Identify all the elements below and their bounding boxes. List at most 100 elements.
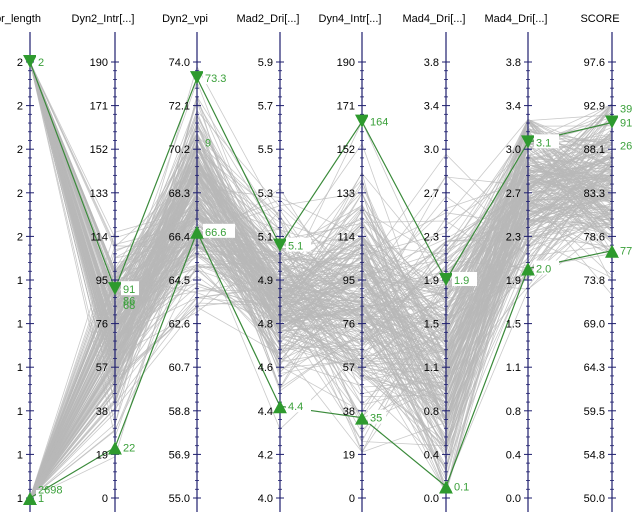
tick-label: 0.4: [424, 449, 439, 461]
tick-label: 0.4: [506, 449, 521, 461]
value-label: 9: [205, 137, 211, 149]
tick-label: 152: [90, 144, 108, 156]
filter-bottom-handle[interactable]: [108, 441, 122, 455]
tick-label: 83.3: [584, 188, 605, 200]
background-line: [29, 61, 613, 326]
filter-label-bg: [121, 439, 139, 454]
tick-label: 5.7: [258, 101, 273, 113]
tick-label: 58.8: [169, 406, 190, 418]
background-line: [29, 61, 613, 419]
filter-top-handle[interactable]: [23, 55, 37, 68]
filter-bottom-label: 4.4: [288, 401, 303, 413]
background-line: [29, 172, 613, 499]
highlighted-line: [29, 230, 613, 499]
tick-label: 190: [90, 57, 108, 69]
filter-top-label: 2: [38, 57, 44, 69]
filter-top-handle[interactable]: [273, 238, 287, 252]
tick-label: 95: [343, 275, 355, 287]
filter-label-bg: [534, 260, 559, 275]
tick-label: 1.5: [506, 319, 521, 331]
background-line: [29, 61, 613, 425]
tick-label: 2: [17, 144, 23, 156]
filter-bottom-handle[interactable]: [605, 244, 619, 258]
background-line: [29, 144, 613, 499]
highlighted-line: [29, 61, 613, 291]
tick-label: 55.0: [169, 493, 190, 505]
background-line: [29, 162, 613, 499]
axis-filters[interactable]: 21912273.366.65.14.4164351.90.13.12.0917…: [23, 54, 636, 505]
axis-title: Dyn2_vpi: [162, 13, 208, 25]
tick-label: 88.1: [584, 144, 605, 156]
filter-label-bg: [36, 54, 47, 68]
axis: Mad4_Dri[...] 3.8 3.4 3.0 2.7 2.3 1.9 1.5 1.1 0.8…: [403, 13, 465, 512]
value-label: 68: [123, 300, 135, 312]
tick-label: 0.0: [506, 493, 521, 505]
filter-top-handle[interactable]: [355, 114, 369, 128]
filter-label-bg: [121, 281, 139, 296]
axis-title: Dyn2_Intr[...]: [72, 13, 135, 25]
tick-label: 76: [96, 319, 108, 331]
filter-label-bg: [452, 272, 477, 286]
axis: or_length 2 2 2 2 2 1 1 1 1 1 1: [0, 13, 41, 512]
axis: Dyn2_vpi 74.0 72.1 70.2 68.3 66.4 64.5 62.6 60.7…: [162, 13, 208, 512]
tick-label: 171: [90, 101, 108, 113]
filter-top-handle[interactable]: [439, 273, 453, 286]
background-line: [29, 135, 613, 499]
filter-bottom-handle[interactable]: [23, 492, 37, 505]
filter-bottom-handle[interactable]: [355, 411, 369, 425]
background-line: [29, 172, 613, 499]
tick-label: 2.3: [506, 231, 521, 243]
axis-title: or_length: [0, 13, 41, 25]
tick-label: 19: [96, 449, 108, 461]
tick-label: 76: [343, 319, 355, 331]
axis: SCORE 97.6 92.9 88.1 83.3 78.6 73.8 69.0 64.3 59.…: [580, 13, 620, 512]
tick-label: 50.0: [584, 493, 605, 505]
tick-label: 5.5: [258, 144, 273, 156]
filter-label-bg: [368, 409, 386, 424]
filter-top-label: 1.9: [454, 275, 469, 287]
tick-label: 38: [96, 406, 108, 418]
axis: Mad2_Dri[...] 5.9 5.7 5.5 5.3 5.1 4.9 4.8 4.6 4.4…: [237, 13, 299, 512]
background-line: [29, 61, 613, 421]
tick-label: 1: [17, 275, 23, 287]
filter-label-bg: [36, 490, 47, 504]
background-line: [29, 150, 613, 499]
filter-label-bg: [452, 478, 477, 493]
filter-top-handle[interactable]: [190, 71, 204, 85]
filter-top-handle[interactable]: [108, 282, 122, 296]
filter-bottom-handle[interactable]: [190, 225, 204, 239]
tick-label: 72.1: [169, 101, 190, 113]
tick-label: 0: [102, 493, 108, 505]
tick-label: 1: [17, 319, 23, 331]
tick-label: 190: [337, 57, 355, 69]
tick-label: 133: [90, 188, 108, 200]
filter-bottom-handle[interactable]: [273, 400, 287, 414]
tick-label: 57: [343, 362, 355, 374]
filter-label-bg: [286, 398, 311, 413]
background-line: [29, 143, 613, 499]
background-line: [29, 61, 613, 360]
tick-label: 1.1: [506, 362, 521, 374]
tick-label: 0.8: [424, 406, 439, 418]
axis-title: Dyn4_Intr[...]: [319, 13, 382, 25]
filter-top-handle[interactable]: [521, 135, 535, 149]
tick-label: 95: [96, 275, 108, 287]
filter-bottom-handle[interactable]: [521, 262, 535, 276]
filter-top-label: 164: [370, 117, 388, 129]
background-line: [29, 125, 613, 499]
value-label: 39: [620, 104, 632, 116]
tick-label: 3.0: [424, 144, 439, 156]
axis-title: Mad4_Dri[...]: [485, 13, 548, 25]
tick-label: 114: [337, 231, 355, 243]
tick-label: 1: [17, 449, 23, 461]
tick-label: 97.6: [584, 57, 605, 69]
tick-label: 74.0: [169, 57, 190, 69]
background-line: [29, 118, 613, 499]
tick-label: 4.0: [258, 493, 273, 505]
tick-label: 38: [343, 406, 355, 418]
tick-label: 4.4: [258, 406, 273, 418]
tick-label: 3.0: [506, 144, 521, 156]
filter-bottom-handle[interactable]: [439, 480, 453, 494]
background-line: [29, 61, 613, 298]
filter-top-handle[interactable]: [605, 115, 619, 129]
